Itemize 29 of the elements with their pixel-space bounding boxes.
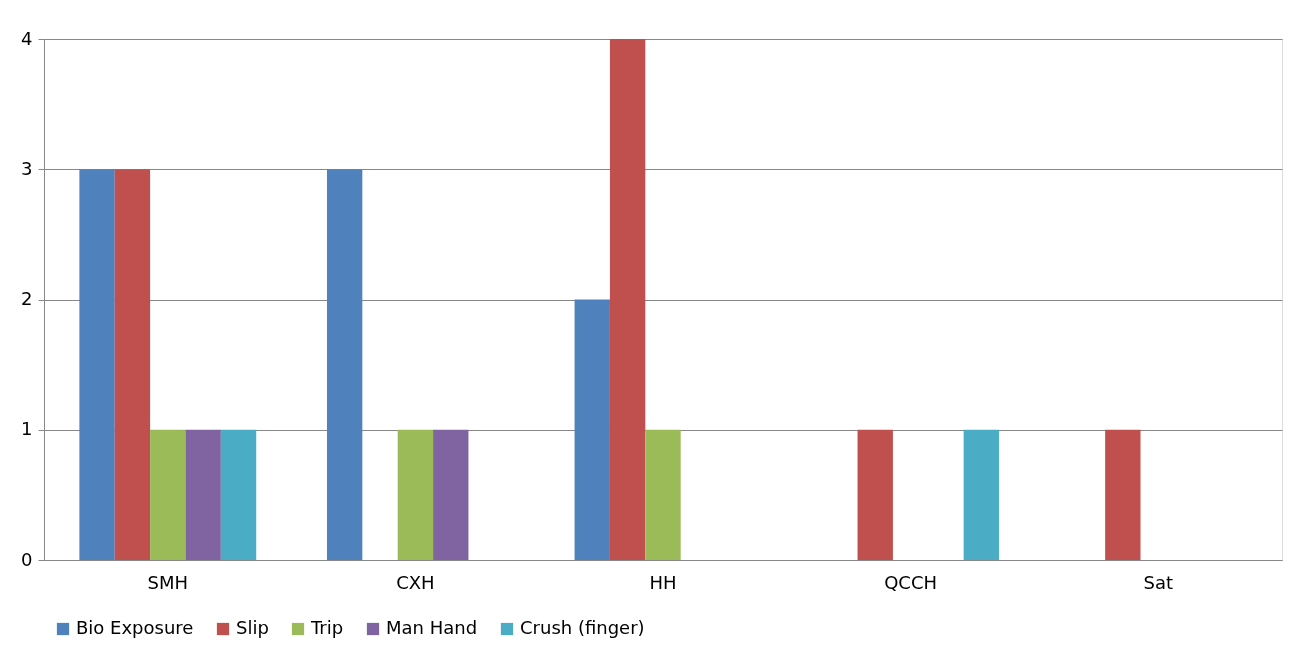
legend-label: Crush (finger) — [520, 617, 645, 638]
bar — [185, 429, 221, 560]
y-tick-label: 1 — [21, 418, 33, 440]
legend-label: Trip — [310, 617, 344, 638]
legend-label: Bio Exposure — [76, 617, 194, 638]
legend-label: Slip — [236, 617, 269, 638]
bar — [1105, 429, 1141, 560]
bar — [645, 429, 681, 560]
y-tick-label: 3 — [21, 157, 33, 179]
bar — [114, 169, 151, 560]
bar — [963, 429, 1000, 560]
x-tick-label: SMH — [147, 571, 189, 593]
bar — [150, 429, 186, 560]
x-tick-label: CXH — [396, 571, 435, 593]
x-tick-label: HH — [649, 571, 677, 593]
bar — [609, 39, 646, 560]
bar — [857, 429, 893, 560]
bar — [397, 429, 434, 560]
legend-label: Man Hand — [386, 617, 478, 638]
bar — [574, 299, 610, 560]
y-tick-label: 2 — [21, 288, 33, 309]
x-tick-label: Sat — [1143, 571, 1173, 593]
y-tick-label: 0 — [21, 548, 33, 570]
bar — [220, 429, 257, 560]
x-tick-label: QCCH — [884, 571, 938, 593]
bar — [433, 429, 469, 560]
bar — [326, 169, 363, 560]
y-tick-label: 4 — [21, 27, 33, 49]
bar — [79, 169, 115, 560]
